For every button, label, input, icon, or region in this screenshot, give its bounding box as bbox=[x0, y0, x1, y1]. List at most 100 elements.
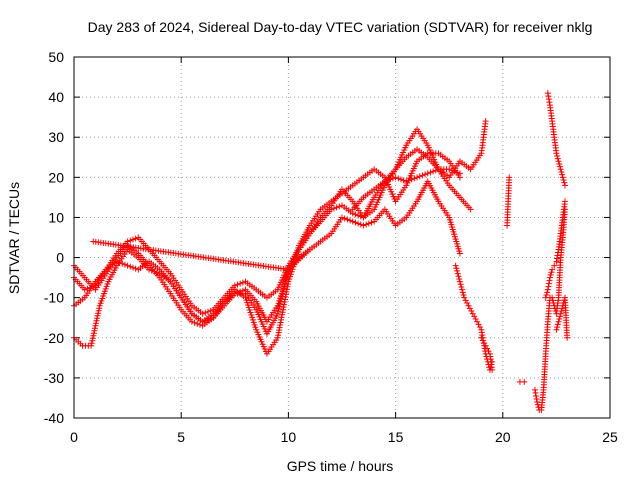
y-tick-label: -10 bbox=[44, 290, 64, 306]
data-point bbox=[88, 340, 95, 347]
data-point bbox=[554, 152, 561, 159]
data-point bbox=[561, 198, 568, 205]
data-point bbox=[416, 173, 423, 180]
data-point bbox=[397, 176, 404, 183]
data-point bbox=[419, 172, 426, 179]
data-point bbox=[341, 215, 348, 222]
data-point bbox=[534, 398, 541, 405]
data-point bbox=[196, 321, 203, 328]
data-point bbox=[94, 315, 101, 322]
data-point bbox=[237, 280, 244, 287]
data-point bbox=[124, 262, 131, 269]
data-point bbox=[553, 255, 560, 262]
data-point bbox=[446, 166, 453, 173]
plot-frame bbox=[73, 56, 611, 419]
data-point bbox=[95, 310, 102, 317]
data-point bbox=[199, 310, 206, 317]
data-point bbox=[132, 265, 139, 272]
data-point bbox=[94, 312, 101, 319]
y-tick-label: 0 bbox=[56, 250, 64, 266]
data-point bbox=[387, 176, 394, 183]
data-point bbox=[557, 166, 564, 173]
data-point bbox=[357, 221, 364, 228]
chart-title: Day 283 of 2024, Sidereal Day-to-day VTE… bbox=[88, 19, 593, 35]
data-point bbox=[91, 325, 98, 332]
data-point bbox=[92, 320, 99, 327]
data-point bbox=[549, 294, 556, 301]
data-point bbox=[544, 289, 551, 296]
data-points bbox=[71, 90, 571, 413]
y-tick-label: 10 bbox=[48, 209, 64, 225]
data-point bbox=[546, 99, 553, 106]
data-point bbox=[481, 340, 488, 347]
data-point bbox=[121, 261, 128, 268]
y-tick-label: 30 bbox=[48, 129, 64, 145]
x-tick-label: 15 bbox=[388, 429, 404, 445]
data-point bbox=[471, 313, 478, 320]
data-point bbox=[154, 269, 161, 276]
data-point bbox=[306, 246, 313, 253]
data-point bbox=[553, 150, 560, 157]
data-point bbox=[403, 178, 410, 185]
data-point bbox=[349, 218, 356, 225]
tick-layer bbox=[73, 56, 611, 419]
data-point bbox=[554, 155, 561, 162]
data-point bbox=[553, 326, 560, 333]
data-point bbox=[408, 176, 415, 183]
data-point bbox=[475, 321, 482, 328]
data-point bbox=[81, 286, 88, 293]
data-point bbox=[347, 217, 354, 224]
data-point bbox=[389, 175, 396, 182]
data-point bbox=[548, 269, 555, 276]
data-point bbox=[559, 305, 566, 312]
data-point bbox=[88, 342, 95, 349]
data-point bbox=[559, 174, 566, 181]
data-point bbox=[355, 212, 362, 219]
data-point bbox=[485, 348, 492, 355]
data-point bbox=[544, 286, 551, 293]
data-point bbox=[531, 386, 538, 393]
data-point bbox=[554, 321, 561, 328]
data-point bbox=[113, 258, 120, 265]
data-point bbox=[557, 310, 564, 317]
data-point bbox=[545, 96, 552, 103]
data-point bbox=[116, 259, 123, 266]
data-point bbox=[554, 324, 561, 331]
data-point bbox=[239, 279, 246, 286]
data-point bbox=[119, 260, 126, 267]
data-point bbox=[546, 277, 553, 284]
data-point bbox=[454, 270, 461, 277]
data-point bbox=[202, 309, 209, 316]
data-point bbox=[352, 211, 359, 218]
data-point bbox=[406, 177, 412, 184]
data-point bbox=[91, 327, 98, 334]
data-point bbox=[559, 171, 566, 178]
data-point bbox=[427, 169, 434, 176]
data-point bbox=[191, 319, 198, 326]
data-point bbox=[352, 219, 359, 226]
data-point bbox=[558, 168, 565, 175]
data-point bbox=[459, 286, 466, 293]
data-point bbox=[127, 263, 134, 270]
data-point bbox=[476, 324, 483, 331]
data-point bbox=[90, 330, 97, 337]
data-point bbox=[482, 118, 489, 125]
data-point bbox=[458, 283, 465, 290]
data-point bbox=[506, 174, 513, 181]
x-tick-labels: 0 5 10 15 20 25 bbox=[70, 429, 618, 445]
data-point bbox=[328, 206, 335, 213]
y-tick-label: -40 bbox=[44, 410, 64, 426]
data-point bbox=[542, 294, 549, 301]
data-point bbox=[479, 337, 486, 344]
data-point bbox=[330, 205, 337, 212]
data-point bbox=[89, 335, 96, 342]
y-tick-label: -30 bbox=[44, 370, 64, 386]
y-tick-label: 50 bbox=[48, 49, 64, 65]
data-point bbox=[363, 221, 370, 228]
data-point bbox=[456, 170, 463, 177]
data-point bbox=[474, 318, 481, 325]
data-point bbox=[89, 337, 96, 344]
data-point bbox=[360, 222, 367, 229]
data-point bbox=[546, 274, 553, 281]
data-point bbox=[489, 366, 496, 373]
